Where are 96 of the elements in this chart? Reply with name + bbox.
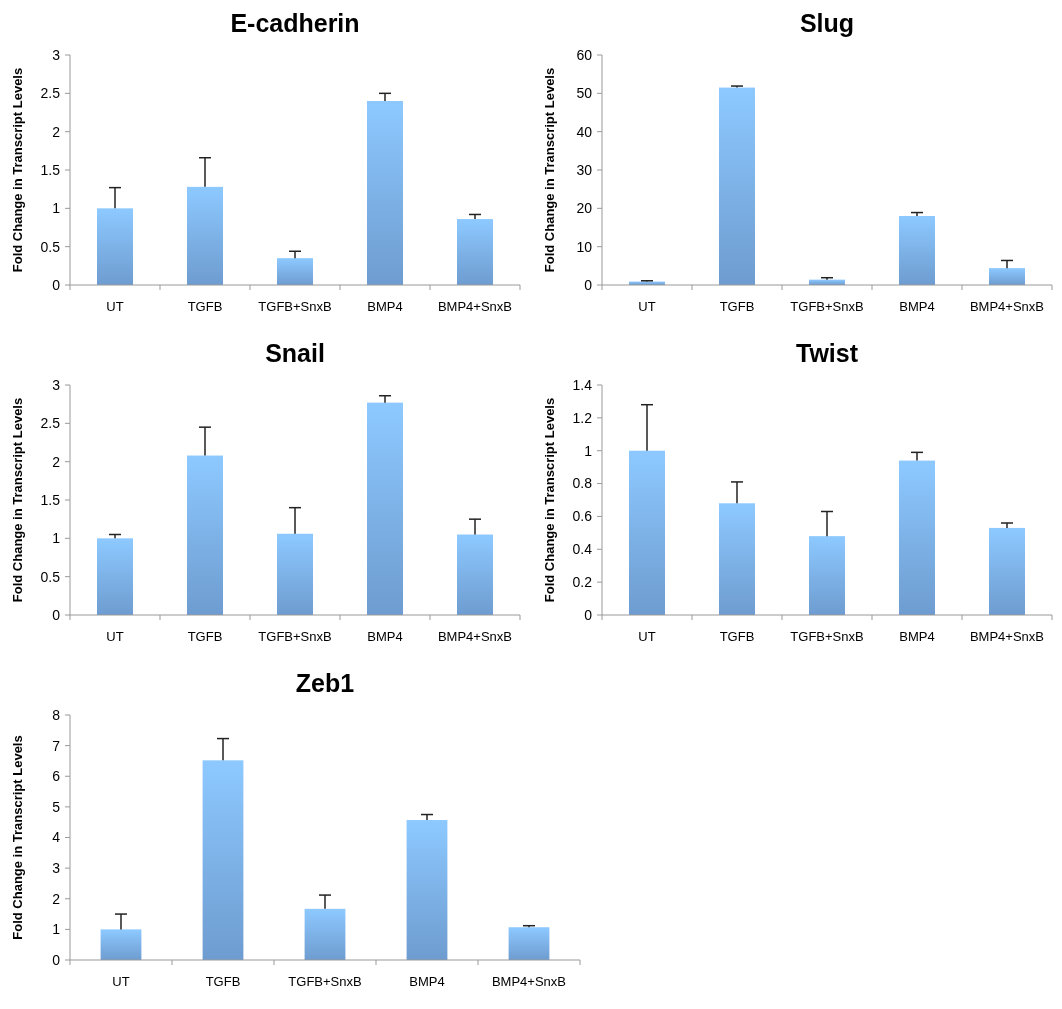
y-tick-label: 30 <box>576 161 593 178</box>
bar <box>457 219 493 285</box>
bar <box>719 503 755 615</box>
y-axis-title: Fold Change in Transcript Levels <box>10 735 25 940</box>
bar <box>899 216 935 285</box>
chart-title: Snail <box>265 339 325 367</box>
bar <box>406 820 448 960</box>
y-axis-title: Fold Change in Transcript Levels <box>10 397 25 603</box>
bar <box>989 268 1025 285</box>
chart-title: Slug <box>799 9 855 37</box>
x-tick-label: TGFB <box>205 974 241 989</box>
bar <box>508 927 550 960</box>
x-tick-label: BMP4 <box>899 299 935 314</box>
bar <box>989 527 1025 615</box>
bar <box>277 258 313 285</box>
y-tick-label: 0.4 <box>572 541 593 558</box>
bar <box>187 186 223 285</box>
x-tick-label: BMP4+SnxB <box>437 299 513 314</box>
y-axis-title: Fold Change in Transcript Levels <box>542 67 557 273</box>
x-tick-label: TGFB <box>187 629 223 644</box>
y-tick-label: 0.2 <box>572 574 593 591</box>
bar <box>457 534 493 615</box>
x-tick-label: TGFB+SnxB <box>790 629 864 644</box>
y-tick-label: 1 <box>52 921 61 938</box>
x-tick-label: TGFB <box>187 299 223 314</box>
bar <box>202 760 244 960</box>
y-tick-label: 3 <box>52 860 61 877</box>
chart-title: E-cadherin <box>230 9 360 37</box>
y-tick-label: 2 <box>52 453 61 470</box>
bar <box>367 101 403 285</box>
y-axis-title: Fold Change in Transcript Levels <box>542 397 557 603</box>
y-tick-label: 5 <box>52 798 61 815</box>
y-tick-label: 2.5 <box>40 415 61 432</box>
bar <box>719 87 755 285</box>
y-tick-label: 10 <box>576 238 593 255</box>
bar <box>97 208 133 285</box>
bar <box>809 536 845 615</box>
y-tick-label: 0 <box>584 606 593 623</box>
chart-title: Twist <box>795 339 859 367</box>
chart-title: Zeb1 <box>295 669 355 697</box>
x-tick-label: BMP4+SnxB <box>969 629 1045 644</box>
y-tick-label: 3 <box>52 46 61 63</box>
bar <box>367 402 403 615</box>
x-tick-label: BMP4+SnxB <box>437 629 513 644</box>
y-tick-label: 20 <box>576 200 593 217</box>
bar <box>97 538 133 615</box>
y-tick-label: 0.6 <box>572 508 593 525</box>
y-tick-label: 0.5 <box>40 568 61 585</box>
x-tick-label: BMP4 <box>899 629 935 644</box>
x-tick-label: TGFB+SnxB <box>258 629 332 644</box>
bar <box>304 908 346 960</box>
y-tick-label: 1.2 <box>572 409 593 426</box>
x-tick-label: UT <box>638 629 656 644</box>
y-tick-label: 0 <box>52 606 61 623</box>
y-tick-label: 3 <box>52 376 61 393</box>
y-tick-label: 2 <box>52 890 61 907</box>
y-tick-label: 1.5 <box>40 491 61 508</box>
x-tick-label: TGFB <box>719 629 755 644</box>
y-tick-label: 0.8 <box>572 475 593 492</box>
y-tick-label: 60 <box>576 46 593 63</box>
x-tick-label: BMP4+SnxB <box>491 974 567 989</box>
y-tick-label: 0 <box>52 951 61 968</box>
x-tick-label: BMP4 <box>409 974 445 989</box>
x-tick-label: UT <box>106 299 124 314</box>
bar <box>187 455 223 615</box>
x-tick-label: TGFB+SnxB <box>258 299 332 314</box>
y-tick-label: 2.5 <box>40 85 61 102</box>
x-tick-label: BMP4+SnxB <box>969 299 1045 314</box>
y-tick-label: 1 <box>52 200 61 217</box>
x-tick-label: UT <box>112 974 130 989</box>
x-tick-label: BMP4 <box>367 629 403 644</box>
x-tick-label: UT <box>638 299 656 314</box>
x-tick-label: TGFB+SnxB <box>288 974 362 989</box>
y-tick-label: 8 <box>52 706 61 723</box>
y-tick-label: 1 <box>52 530 61 547</box>
x-tick-label: TGFB+SnxB <box>790 299 864 314</box>
x-tick-label: TGFB <box>719 299 755 314</box>
y-tick-label: 1 <box>584 442 593 459</box>
y-tick-label: 2 <box>52 123 61 140</box>
y-tick-label: 6 <box>52 768 61 785</box>
x-tick-label: BMP4 <box>367 299 403 314</box>
y-tick-label: 50 <box>576 85 593 102</box>
y-tick-label: 1.5 <box>40 161 61 178</box>
y-tick-label: 7 <box>52 737 61 754</box>
bar <box>100 929 142 960</box>
y-tick-label: 0 <box>52 276 61 293</box>
x-tick-label: UT <box>106 629 124 644</box>
y-tick-label: 1.4 <box>572 376 593 393</box>
y-tick-label: 4 <box>52 829 61 846</box>
bar <box>899 460 935 615</box>
y-tick-label: 0.5 <box>40 238 61 255</box>
bar <box>277 533 313 615</box>
bar <box>629 450 665 615</box>
y-tick-label: 40 <box>576 123 593 140</box>
y-tick-label: 0 <box>584 276 593 293</box>
y-axis-title: Fold Change in Transcript Levels <box>10 67 25 273</box>
